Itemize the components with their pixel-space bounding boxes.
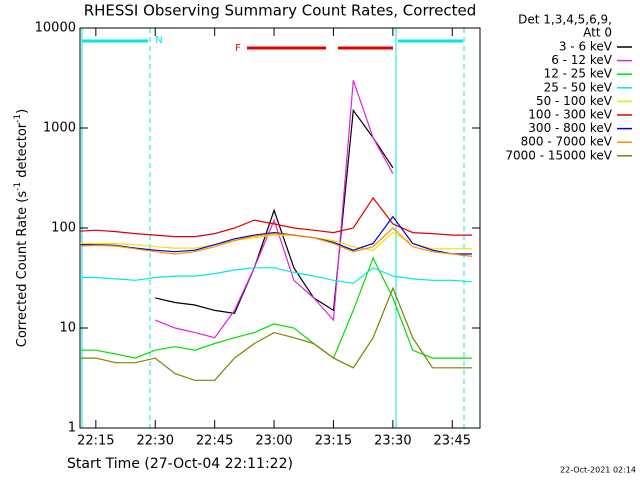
series-line xyxy=(154,80,394,339)
y-label-part: detector xyxy=(15,122,30,182)
x-tick-label: 22:45 xyxy=(196,434,233,449)
x-tick-label: 23:00 xyxy=(255,434,292,449)
y-tick-label: 10000 xyxy=(35,21,76,36)
x-tick-label: 23:30 xyxy=(374,434,411,449)
y-tick-label: 10 xyxy=(59,321,76,336)
x-tick-label: 22:15 xyxy=(77,434,114,449)
x-axis-label: Start Time (27-Oct-04 22:11:22) xyxy=(67,456,293,472)
x-tick-label: 23:15 xyxy=(315,434,352,449)
legend-label: 50 - 100 keV xyxy=(536,94,613,108)
y-tick-label: 1 xyxy=(68,421,76,436)
series-line xyxy=(79,196,473,238)
y-label-part: ) xyxy=(15,109,30,114)
annotation: F xyxy=(235,43,241,54)
y-label-part: Corrected Count Rate (s xyxy=(15,191,30,348)
y-tick-label: 100 xyxy=(51,221,76,236)
series-line xyxy=(79,227,473,257)
legend-label: 7000 - 15000 keV xyxy=(505,148,612,162)
x-tick-label: 23:45 xyxy=(434,434,471,449)
y-label-sup: -1 xyxy=(13,114,23,123)
legend-label: 6 - 12 keV xyxy=(551,53,613,67)
legend-label: 100 - 300 keV xyxy=(528,108,612,122)
legend-label: 800 - 7000 keV xyxy=(521,135,613,149)
legend-label: 3 - 6 keV xyxy=(559,40,613,54)
y-axis-label: Corrected Count Rate (s-1 detector-1) xyxy=(13,109,30,347)
legend-header: Att 0 xyxy=(583,26,612,40)
legend-label: 12 - 25 keV xyxy=(544,67,613,81)
x-tick-label: 22:30 xyxy=(137,434,174,449)
legend-header: Det 1,3,4,5,6,9, xyxy=(518,13,612,27)
series-line xyxy=(155,108,394,315)
chart-title: RHESSI Observing Summary Count Rates, Co… xyxy=(84,2,477,20)
legend-label: 25 - 50 keV xyxy=(544,80,613,94)
legend-label: 300 - 800 keV xyxy=(528,121,612,135)
series-line xyxy=(80,286,473,381)
series-line xyxy=(80,215,473,255)
footer: 22-Oct-2021 02:14 xyxy=(560,466,636,475)
y-label-sup: -1 xyxy=(13,182,23,191)
series-line xyxy=(80,267,473,284)
flags: N F xyxy=(81,28,465,428)
y-tick-label: 1000 xyxy=(43,121,76,136)
annotation: N xyxy=(155,35,162,46)
series-line xyxy=(80,256,473,360)
